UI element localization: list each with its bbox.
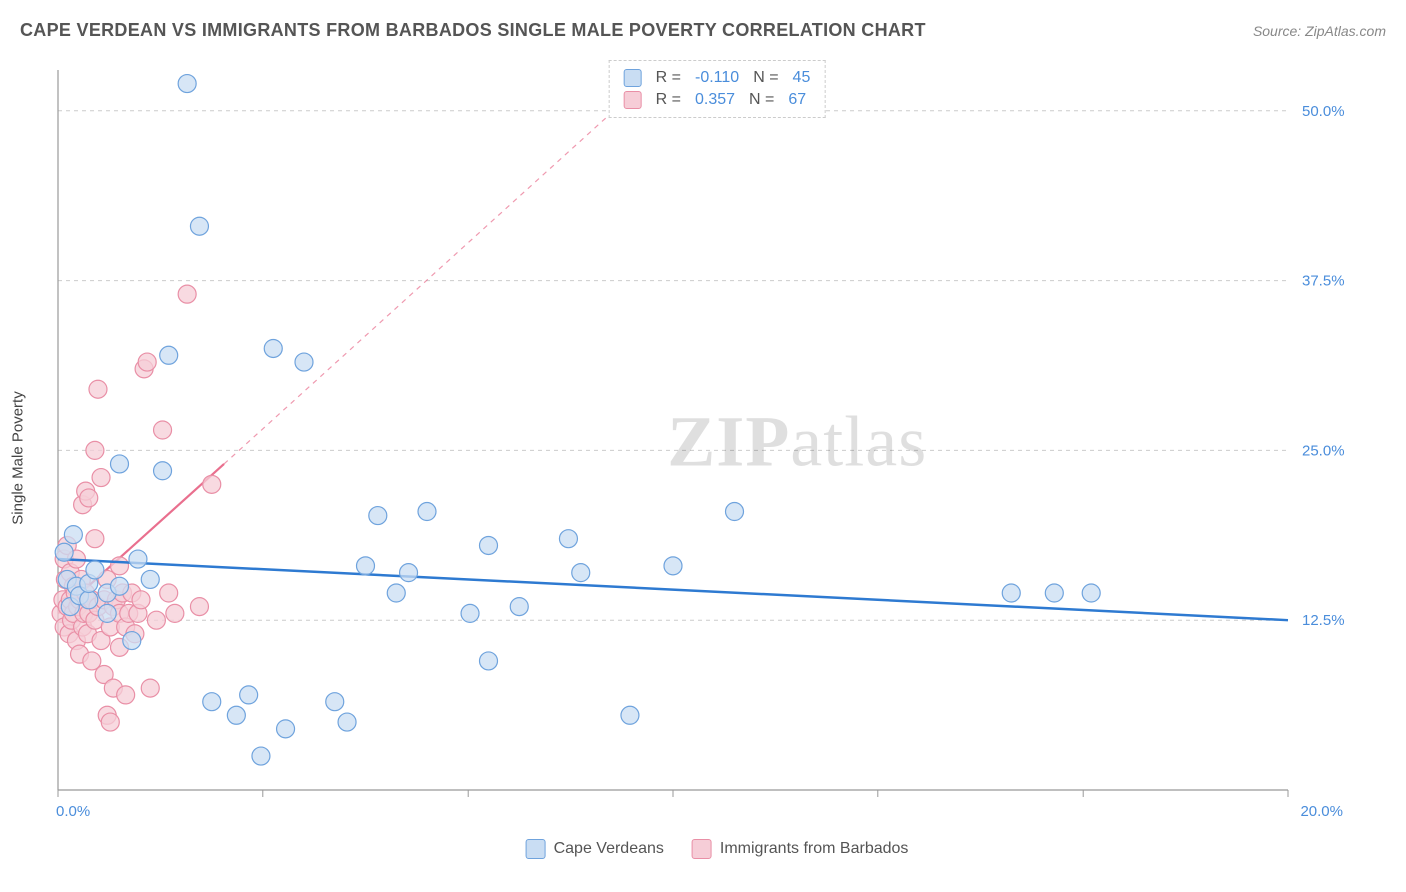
legend-swatch [692,839,712,859]
svg-text:20.0%: 20.0% [1300,803,1343,820]
legend-series-item: Immigrants from Barbados [692,839,909,859]
chart-container: Single Male Poverty 12.5%25.0%37.5%50.0%… [48,60,1386,855]
legend-correlation: R =-0.110N =45R =0.357N =67 [609,60,826,118]
svg-text:25.0%: 25.0% [1302,442,1345,459]
svg-text:37.5%: 37.5% [1302,273,1345,290]
legend-swatch [624,91,642,109]
legend-correlation-row: R =-0.110N =45 [624,67,811,89]
scatter-chart: 12.5% 25.0% 37.5% 50.0% 0.0% 20.0% [48,60,1348,820]
chart-title: CAPE VERDEAN VS IMMIGRANTS FROM BARBADOS… [20,20,926,41]
svg-text:12.5%: 12.5% [1302,612,1345,629]
legend-series-label: Immigrants from Barbados [720,840,909,858]
source-label: Source: ZipAtlas.com [1253,23,1386,39]
svg-text:0.0%: 0.0% [56,803,90,820]
svg-text:50.0%: 50.0% [1302,103,1345,120]
legend-swatch [526,839,546,859]
legend-series-label: Cape Verdeans [554,840,664,858]
legend-series-item: Cape Verdeans [526,839,664,859]
legend-swatch [624,69,642,87]
legend-correlation-row: R =0.357N =67 [624,89,811,111]
legend-series: Cape Verdeans Immigrants from Barbados [526,839,909,859]
y-axis-label: Single Male Poverty [10,391,27,524]
